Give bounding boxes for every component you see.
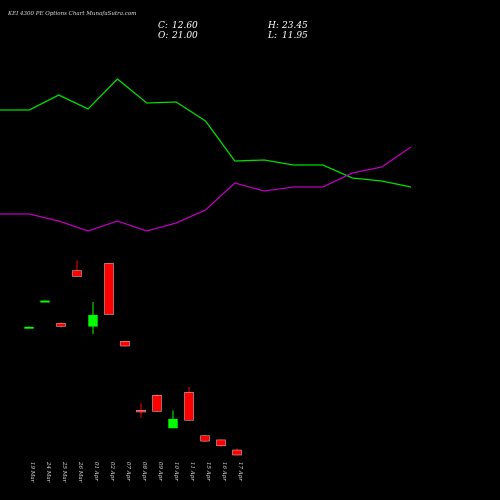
low-value: 11.95 [282,31,308,41]
x-tick-label: 26 Mar [77,461,83,483]
indicator-line [0,146,412,232]
low-label: L: [267,31,277,41]
x-tick-label: 24 Mar [45,461,51,483]
x-tick-label: 02 Apr [109,462,115,481]
candle-body [24,326,34,329]
open-label: O: [158,31,168,41]
x-tick-label: 19 Mar [29,462,35,483]
close-label: C: [158,21,168,31]
x-tick-label: 01 Apr [93,462,99,481]
x-tick-label: 16 Apr [221,462,227,481]
candle-body [136,410,146,413]
high-value: 23.45 [281,21,308,31]
candle-body [200,435,210,442]
candle-body [88,314,98,327]
candle-body [232,449,242,456]
chart-title: KEI 4300 PE Options Chart MunafaSutra.co… [7,11,136,17]
candle-body [56,323,66,327]
candle-body [152,395,162,412]
x-tick-label: 08 Apr [141,462,147,481]
indicator-line [0,78,412,188]
x-tick-label: 15 Apr [205,462,211,481]
candle-body [120,341,130,347]
x-tick-label: 17 Apr [237,462,243,481]
candle-body [168,418,178,429]
x-tick-label: 10 Apr [173,462,179,481]
x-tick-label: 25 Mar [61,461,67,483]
close-value: 12.60 [172,21,198,31]
candle-body [216,439,226,447]
x-tick-label: 11 Apr [189,462,195,481]
x-tick-label: 09 Apr [157,462,163,481]
candle-body [184,392,194,421]
high-label: H: [267,21,279,31]
open-value: 21.00 [171,31,198,41]
candle-body [104,263,114,315]
x-tick-label: 07 Apr [125,462,131,481]
candle-body [72,270,82,277]
candle-body [40,300,50,303]
